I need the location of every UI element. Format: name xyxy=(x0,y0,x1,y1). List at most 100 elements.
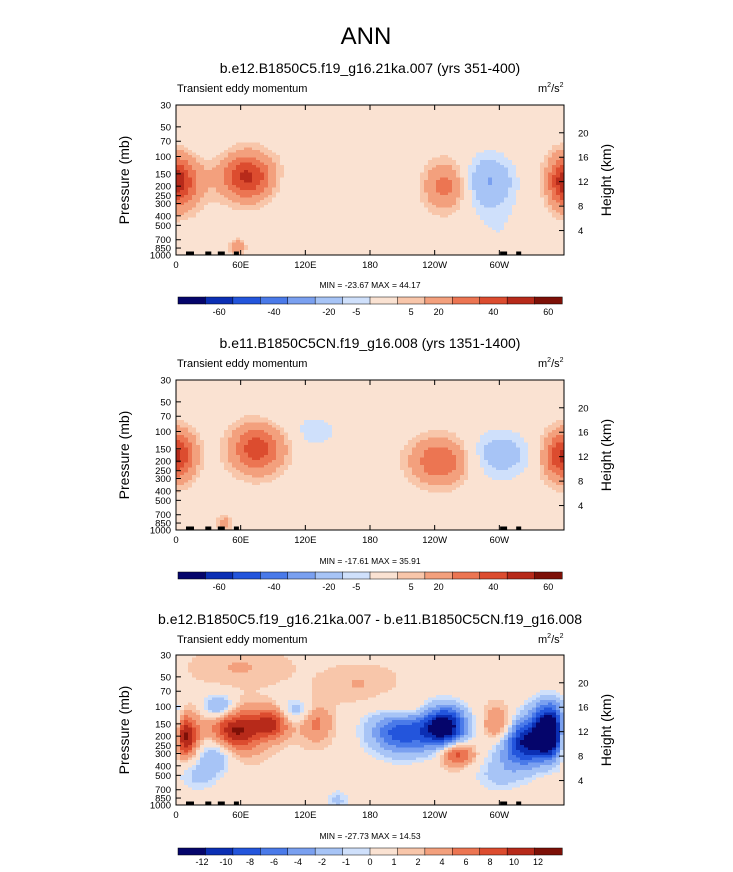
field-cell xyxy=(516,215,521,218)
field-cell xyxy=(528,180,533,183)
field-cell xyxy=(420,197,425,201)
field-cell xyxy=(540,205,545,208)
field-cell xyxy=(232,185,237,188)
field-cell xyxy=(488,157,493,161)
field-cell xyxy=(276,142,281,146)
field-cell xyxy=(308,215,313,218)
field-cell xyxy=(420,160,425,163)
field-cell xyxy=(492,155,497,158)
field-cell xyxy=(176,105,181,108)
field-cell xyxy=(396,202,401,206)
field-cell xyxy=(504,150,509,153)
field-cell xyxy=(376,170,381,173)
field-cell xyxy=(200,165,205,168)
field-cell xyxy=(408,190,413,193)
field-cell xyxy=(256,187,261,191)
field-cell xyxy=(444,215,449,218)
field-cell xyxy=(296,132,301,136)
field-cell xyxy=(200,135,205,138)
field-cell xyxy=(320,120,325,123)
field-cell xyxy=(356,207,361,211)
field-cell xyxy=(316,225,321,228)
field-cell xyxy=(400,185,405,188)
field-cell xyxy=(240,162,245,166)
field-cell xyxy=(196,137,201,141)
field-cell xyxy=(388,225,393,228)
field-cell xyxy=(472,167,477,171)
field-cell xyxy=(456,170,461,173)
field-cell xyxy=(348,212,353,216)
field-cell xyxy=(196,130,201,133)
field-cell xyxy=(484,182,489,186)
field-cell xyxy=(544,147,549,151)
field-cell xyxy=(496,227,501,231)
field-cell xyxy=(516,197,521,201)
field-cell xyxy=(448,142,453,146)
field-cell xyxy=(248,232,253,236)
field-cell xyxy=(344,147,349,151)
field-cell xyxy=(248,212,253,216)
field-cell xyxy=(524,132,529,136)
field-cell xyxy=(412,157,417,161)
field-cell xyxy=(368,207,373,211)
field-cell xyxy=(468,140,473,143)
field-cell xyxy=(308,135,313,138)
field-cell xyxy=(560,175,565,178)
field-cell xyxy=(232,105,237,108)
field-cell xyxy=(512,217,517,221)
field-cell xyxy=(224,150,229,153)
field-cell xyxy=(340,220,345,223)
field-cell xyxy=(368,227,373,231)
field-cell xyxy=(212,230,217,233)
field-cell xyxy=(524,152,529,156)
field-cell xyxy=(440,227,445,231)
field-cell xyxy=(392,167,397,171)
field-cell xyxy=(260,167,265,171)
field-cell xyxy=(540,107,545,111)
field-cell xyxy=(452,127,457,131)
field-cell xyxy=(192,122,197,126)
field-cell xyxy=(400,157,405,161)
field-cell xyxy=(244,105,249,108)
field-cell xyxy=(280,230,285,233)
field-cell xyxy=(300,197,305,201)
field-cell xyxy=(280,122,285,126)
field-cell xyxy=(460,177,465,181)
field-cell xyxy=(456,197,461,201)
field-cell xyxy=(468,195,473,198)
field-cell xyxy=(492,172,497,176)
field-cell xyxy=(496,137,501,141)
field-cell xyxy=(384,170,389,173)
field-cell xyxy=(352,172,357,176)
field-cell xyxy=(280,117,285,121)
field-cell xyxy=(552,227,557,231)
field-cell xyxy=(428,117,433,121)
field-cell xyxy=(248,172,253,176)
field-cell xyxy=(228,165,233,168)
field-cell xyxy=(312,222,317,226)
field-cell xyxy=(556,202,561,206)
field-cell xyxy=(256,210,261,213)
field-cell xyxy=(496,165,501,168)
field-cell xyxy=(428,227,433,231)
field-cell xyxy=(196,185,201,188)
field-cell xyxy=(224,197,229,201)
field-cell xyxy=(400,227,405,231)
field-cell xyxy=(208,105,213,108)
field-cell xyxy=(464,195,469,198)
field-cell xyxy=(260,222,265,226)
field-cell xyxy=(444,192,449,196)
field-cell xyxy=(552,162,557,166)
field-cell xyxy=(256,125,261,128)
field-cell xyxy=(192,107,197,111)
field-cell xyxy=(428,180,433,183)
field-cell xyxy=(348,165,353,168)
field-cell xyxy=(220,107,225,111)
field-cell xyxy=(300,215,305,218)
field-cell xyxy=(344,222,349,226)
field-cell xyxy=(208,172,213,176)
field-cell xyxy=(252,110,257,113)
field-cell xyxy=(472,205,477,208)
field-cell xyxy=(432,175,437,178)
field-cell xyxy=(444,107,449,111)
